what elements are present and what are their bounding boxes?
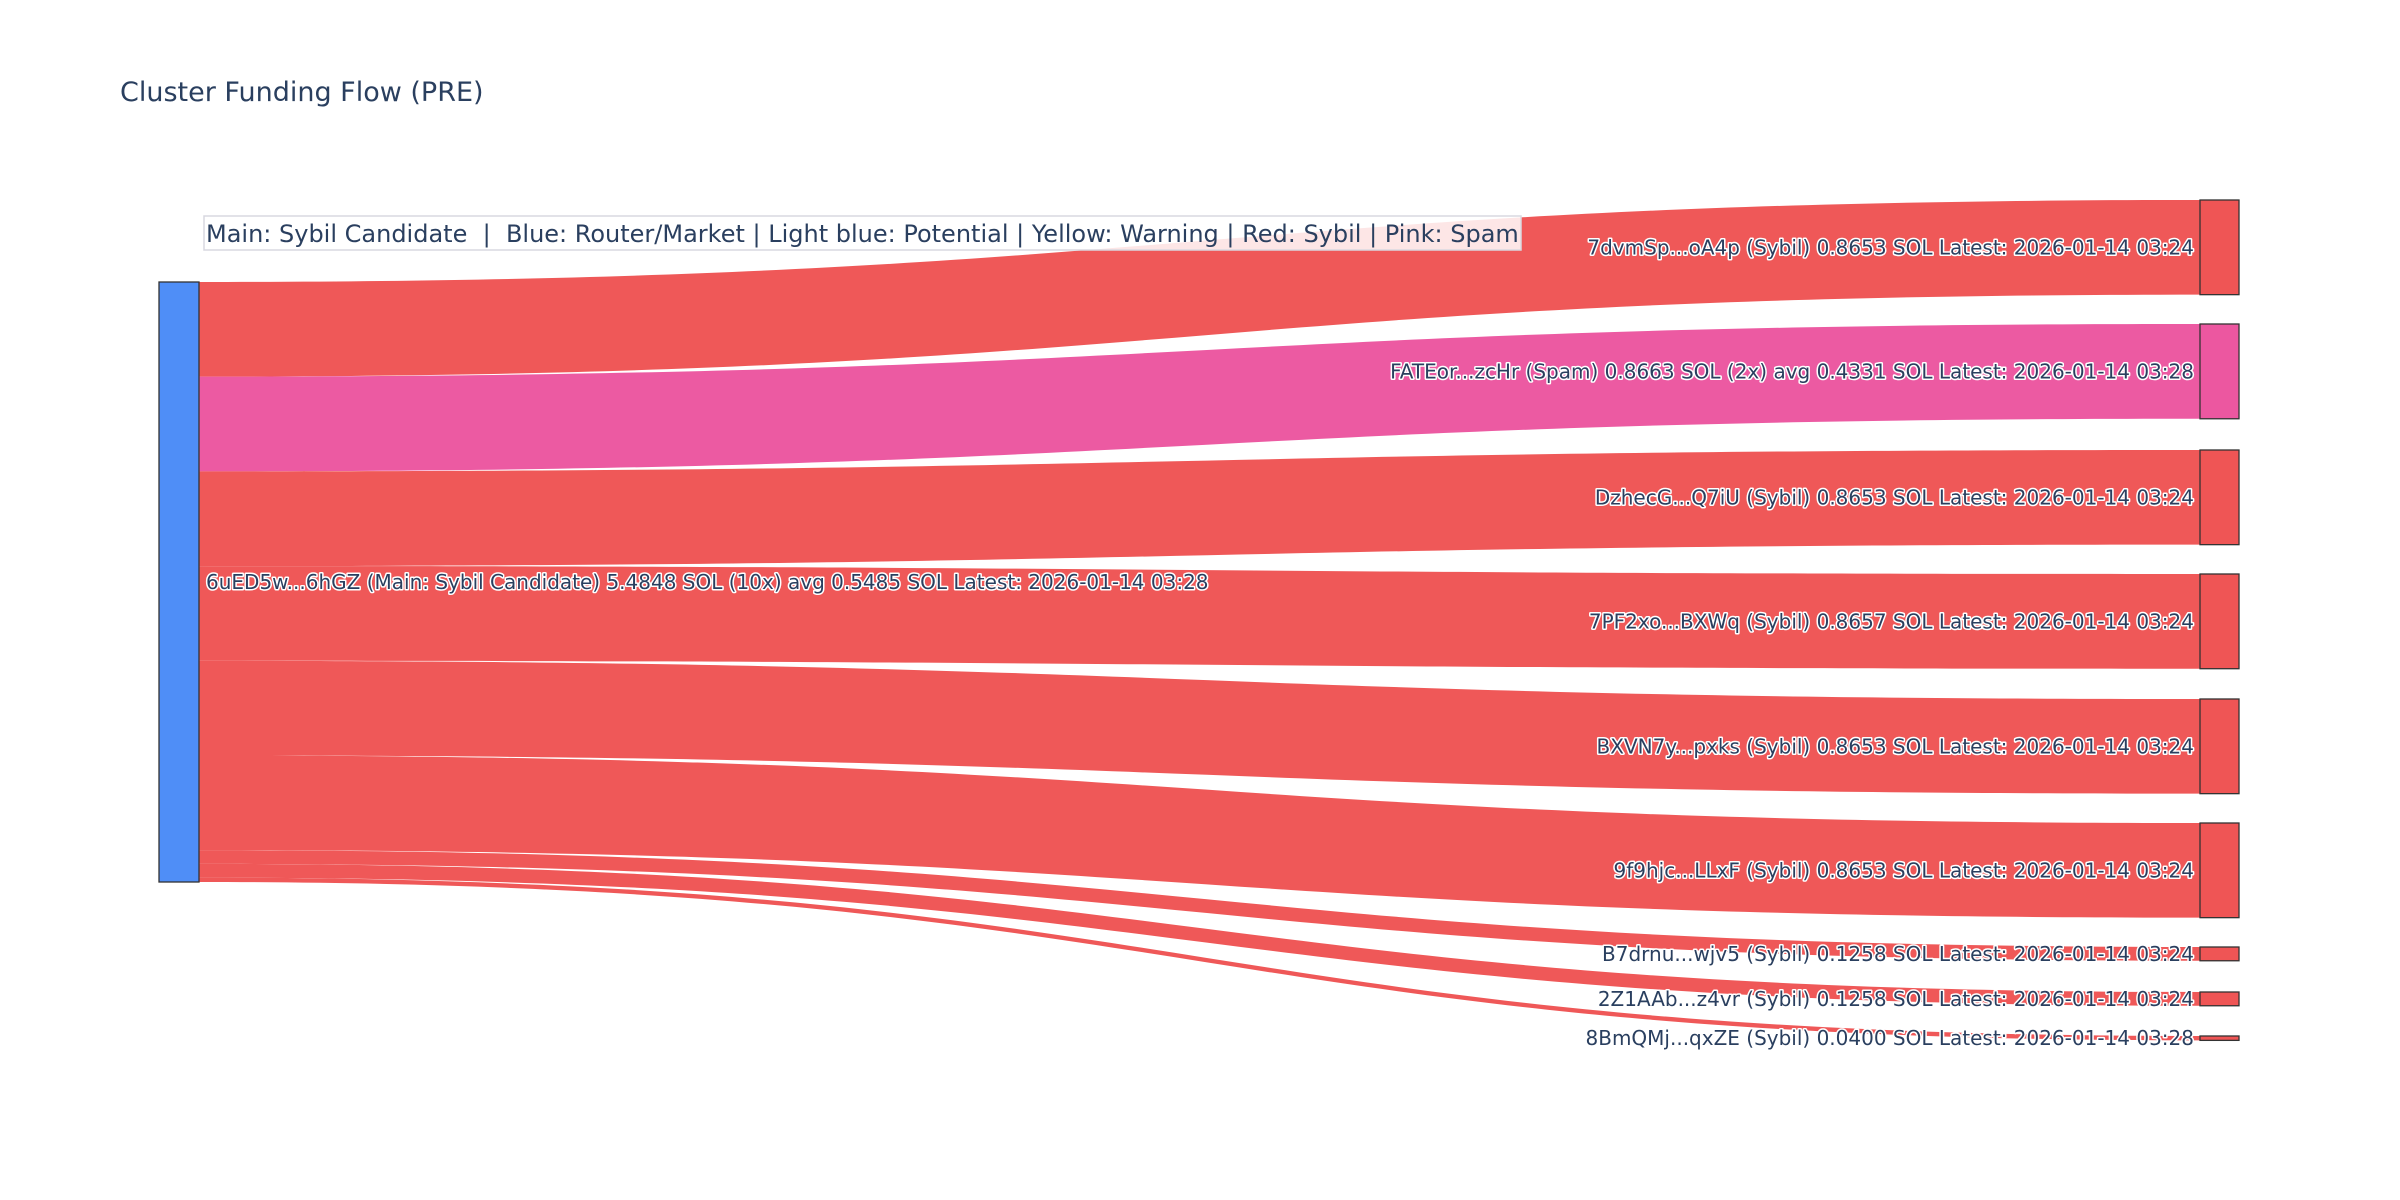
- link-1[interactable]: [199, 200, 2200, 377]
- target-label: 8BmQMj...qxZE (Sybil) 0.0400 SOL Latest:…: [1586, 1026, 2195, 1050]
- source-node[interactable]: [158, 281, 200, 883]
- target-label: B7drnu...wjv5 (Sybil) 0.1258 SOL Latest:…: [1602, 942, 2194, 966]
- target-node-2[interactable]: [2199, 323, 2240, 420]
- link-3[interactable]: [199, 450, 2200, 567]
- target-node-9[interactable]: [2199, 1035, 2240, 1042]
- target-node-4[interactable]: [2199, 573, 2240, 670]
- link-9[interactable]: [199, 877, 2200, 1041]
- legend-box: Main: Sybil Candidate | Blue: Router/Mar…: [203, 215, 1522, 251]
- link-4[interactable]: [199, 566, 2200, 669]
- nodes: [158, 199, 2240, 1042]
- target-label: DzhecG...Q7iU (Sybil) 0.8653 SOL Latest:…: [1595, 485, 2194, 509]
- link-8[interactable]: [199, 863, 2200, 1006]
- link-7[interactable]: [199, 850, 2200, 961]
- target-node-3[interactable]: [2199, 449, 2240, 546]
- target-label: 7PF2xo...BXWq (Sybil) 0.8657 SOL Latest:…: [1589, 609, 2194, 633]
- link-2[interactable]: [199, 324, 2200, 472]
- legend-text: Main: Sybil Candidate | Blue: Router/Mar…: [206, 220, 1519, 248]
- target-node-8[interactable]: [2199, 991, 2240, 1007]
- target-node-6[interactable]: [2199, 822, 2240, 919]
- target-node-5[interactable]: [2199, 698, 2240, 795]
- target-label: 9f9hjc...LLxF (Sybil) 0.8653 SOL Latest:…: [1614, 858, 2194, 882]
- links: [199, 200, 2200, 1041]
- target-node-7[interactable]: [2199, 946, 2240, 962]
- target-label: 7dvmSp...oA4p (Sybil) 0.8653 SOL Latest:…: [1587, 235, 2194, 259]
- link-6[interactable]: [199, 755, 2200, 918]
- target-label: BXVN7y...pxks (Sybil) 0.8653 SOL Latest:…: [1597, 734, 2194, 758]
- source-label: 6uED5w...6hGZ (Main: Sybil Candidate) 5.…: [206, 570, 1209, 594]
- target-label: FATEor...zcHr (Spam) 0.8663 SOL (2x) avg…: [1390, 359, 2194, 383]
- labels: 7dvmSp...oA4p (Sybil) 0.8653 SOL Latest:…: [205, 234, 2196, 1052]
- chart-title: Cluster Funding Flow (PRE): [120, 77, 484, 108]
- link-5[interactable]: [199, 660, 2200, 794]
- target-label: 2Z1AAb...z4vr (Sybil) 0.1258 SOL Latest:…: [1598, 987, 2194, 1011]
- target-node-1[interactable]: [2199, 199, 2240, 296]
